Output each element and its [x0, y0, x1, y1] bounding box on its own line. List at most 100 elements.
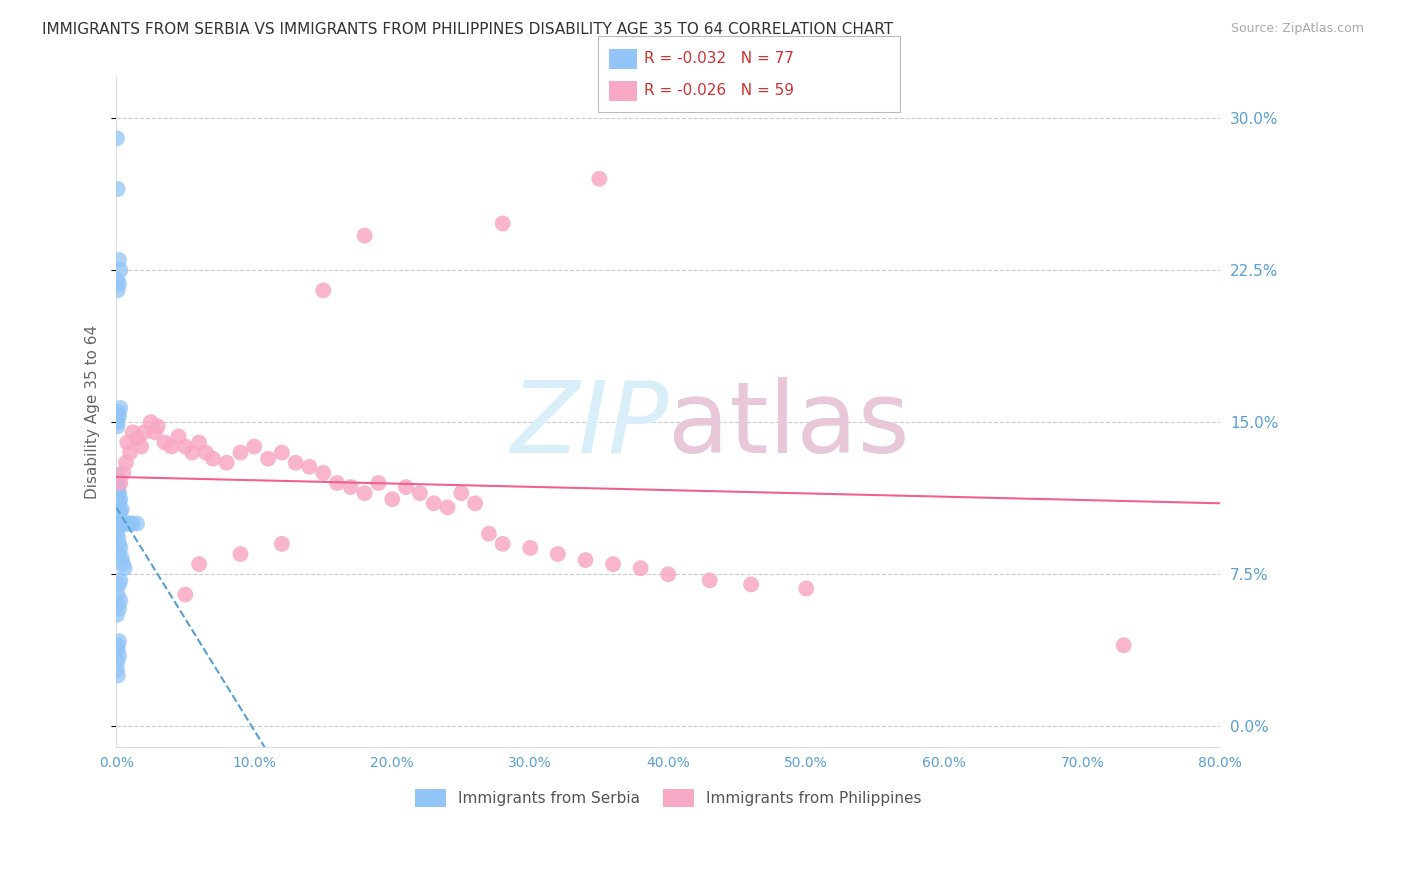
Point: [1112, 638, 1135, 652]
Point: [107, 510, 129, 524]
Point: [111, 551, 134, 566]
Point: [112, 466, 135, 480]
Point: [107, 467, 129, 482]
Point: [194, 445, 217, 459]
Point: [120, 445, 142, 459]
Point: [129, 440, 152, 454]
Point: [107, 474, 129, 488]
Point: [114, 561, 136, 575]
Point: [107, 504, 129, 518]
Point: [125, 431, 148, 445]
Point: [298, 459, 321, 474]
Point: [111, 516, 134, 531]
Point: [353, 228, 375, 243]
Point: [243, 440, 266, 454]
Point: [381, 492, 404, 507]
Point: [740, 577, 762, 591]
Point: [108, 648, 131, 663]
Point: [110, 401, 132, 415]
Point: [167, 429, 190, 443]
Point: [107, 655, 129, 669]
Point: [105, 526, 128, 541]
Point: [107, 273, 129, 287]
Point: [112, 516, 135, 531]
Point: [110, 492, 132, 507]
Point: [794, 582, 817, 596]
Point: [110, 516, 132, 531]
Point: [181, 445, 204, 459]
Point: [108, 486, 131, 500]
Point: [107, 508, 129, 523]
Point: [107, 516, 129, 531]
Point: [115, 516, 138, 531]
Point: [107, 516, 129, 531]
Text: R = -0.032   N = 77: R = -0.032 N = 77: [644, 52, 794, 66]
Point: [105, 516, 128, 531]
Point: [107, 638, 129, 652]
Point: [107, 492, 129, 507]
Point: [110, 574, 132, 588]
Point: [107, 499, 129, 513]
Point: [105, 607, 128, 622]
Point: [107, 284, 129, 298]
Point: [657, 567, 679, 582]
Point: [107, 492, 129, 507]
Point: [188, 435, 211, 450]
Point: [110, 504, 132, 518]
Point: [492, 217, 515, 231]
Point: [105, 492, 128, 507]
Point: [121, 516, 143, 531]
Point: [105, 415, 128, 429]
Point: [108, 277, 131, 292]
Point: [107, 642, 129, 657]
Point: [160, 440, 183, 454]
Point: [699, 574, 721, 588]
Point: [574, 553, 596, 567]
Point: [270, 537, 292, 551]
Point: [201, 451, 224, 466]
Point: [110, 541, 132, 555]
Y-axis label: Disability Age 35 to 64: Disability Age 35 to 64: [86, 325, 100, 500]
Point: [107, 598, 129, 612]
Point: [188, 557, 211, 571]
Point: [112, 557, 135, 571]
Point: [110, 593, 132, 607]
Point: [105, 480, 128, 494]
Point: [107, 523, 129, 537]
Point: [107, 411, 129, 425]
Point: [107, 588, 129, 602]
Point: [492, 537, 515, 551]
Point: [105, 486, 128, 500]
Point: [105, 512, 128, 526]
Point: [229, 445, 252, 459]
Point: [229, 547, 252, 561]
Point: [257, 451, 280, 466]
Point: [117, 435, 139, 450]
Point: [340, 480, 363, 494]
Point: [139, 415, 162, 429]
Point: [108, 409, 131, 423]
Point: [110, 263, 132, 277]
Point: [630, 561, 652, 575]
Point: [105, 507, 128, 521]
Point: [353, 486, 375, 500]
Point: [108, 252, 131, 267]
Point: [174, 440, 197, 454]
Point: [107, 476, 129, 491]
Point: [107, 419, 129, 434]
Point: [107, 405, 129, 419]
Point: [111, 502, 134, 516]
Point: [215, 456, 238, 470]
Point: [153, 435, 176, 450]
Point: [115, 456, 138, 470]
Point: [588, 171, 610, 186]
Point: [478, 526, 501, 541]
Point: [105, 476, 128, 491]
Point: [125, 516, 148, 531]
Point: [270, 445, 292, 459]
Point: [108, 547, 131, 561]
Point: [107, 484, 129, 499]
Point: [107, 668, 129, 682]
Point: [143, 425, 166, 440]
Point: [117, 516, 139, 531]
